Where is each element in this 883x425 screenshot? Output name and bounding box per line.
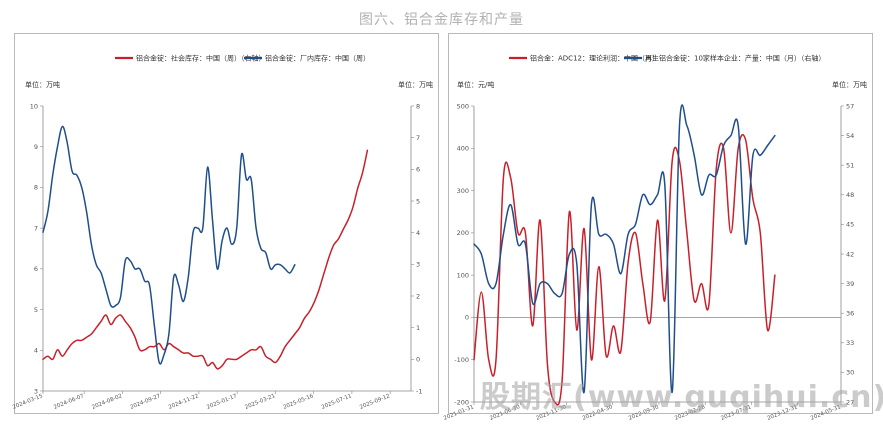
x-tick-label: 2025-05-16 (283, 393, 315, 411)
right-y-tick-label: 8 (416, 102, 420, 110)
right-y-tick-label: 39 (846, 280, 854, 288)
right-y-tick-label: 1 (416, 324, 420, 332)
x-tick-label: 2025-07-11 (321, 393, 353, 411)
x-tick-label: 2021-01-31 (443, 404, 475, 422)
right-axis-unit: 单位：万吨 (832, 80, 867, 89)
right-y-tick-label: 6 (416, 166, 420, 174)
left-y-tick-label: 3 (34, 387, 38, 395)
right-y-tick-label: 36 (846, 310, 854, 318)
left-y-tick-label: 5 (34, 306, 38, 314)
right-axis-unit: 单位：万吨 (398, 80, 433, 89)
legend-label-plant-inventory: 铝合金锭：厂内库存：中国（周） (265, 54, 370, 63)
x-tick-label: 2024-09-27 (130, 393, 162, 411)
right-y-tick-label: 2 (416, 292, 420, 300)
left-y-tick-label: 400 (457, 145, 469, 153)
watermark: 股期汇(www.guqihui.cn) (480, 380, 883, 415)
series-line-0-0 (42, 149, 369, 370)
right-y-tick-label: 51 (846, 162, 854, 170)
right-y-tick-label: 7 (416, 134, 420, 142)
chart-panel-left: 铝合金锭：社会库存：中国（周）（右轴） 铝合金锭：厂内库存：中国（周） 单位：万… (12, 33, 439, 414)
right-y-tick-label: 33 (846, 339, 854, 347)
legend: 铝合金：ADC12：理论利润：中国（月） 再生铝合金锭：10家样本企业：产量：中… (509, 54, 825, 63)
left-y-tick-label: 100 (457, 271, 469, 279)
right-y-tick-label: 3 (416, 261, 420, 269)
legend: 铝合金锭：社会库存：中国（周）（右轴） 铝合金锭：厂内库存：中国（周） (115, 54, 370, 63)
right-y-tick-label: 27 (846, 398, 854, 406)
x-tick-label: 2025-09-12 (359, 393, 391, 411)
right-y-tick-label: 5 (416, 197, 420, 205)
series-line-1-0 (473, 133, 776, 406)
left-y-tick-label: 10 (30, 102, 38, 110)
x-tick-label: 2025-01-17 (206, 393, 238, 411)
left-y-tick-label: 9 (34, 143, 38, 151)
left-axis-unit: 单位：元/吨 (457, 80, 494, 89)
left-axis-unit: 单位：万吨 (25, 80, 60, 89)
profit-production-chart: 铝合金：ADC12：理论利润：中国（月） 再生铝合金锭：10家样本企业：产量：中… (443, 54, 867, 422)
x-tick-label: 2024-03-15 (12, 393, 44, 411)
left-y-tick-label: 7 (34, 224, 38, 232)
series-line-0-1 (42, 125, 296, 365)
left-y-tick-label: 200 (457, 229, 469, 237)
left-y-tick-label: 6 (34, 265, 38, 273)
right-y-tick-label: 4 (416, 229, 420, 237)
legend-label-social-inventory: 铝合金锭：社会库存：中国（周）（右轴） (136, 54, 266, 63)
legend-label-adc12-profit: 铝合金：ADC12：理论利润：中国（月） (530, 54, 659, 63)
right-y-tick-label: 0 (416, 356, 420, 364)
chart-panel-right: 铝合金：ADC12：理论利润：中国（月） 再生铝合金锭：10家样本企业：产量：中… (443, 33, 873, 422)
left-y-tick-label: 8 (34, 184, 38, 192)
right-y-tick-label: 48 (846, 191, 854, 199)
x-tick-label: 2024-06-07 (53, 393, 85, 411)
left-y-tick-label: 500 (457, 102, 469, 110)
figure-title: 图六、铝合金库存和产量 (359, 12, 524, 28)
left-y-tick-label: 300 (457, 187, 469, 195)
x-tick-label: 2024-11-22 (168, 393, 200, 411)
right-y-tick-label: 54 (846, 132, 854, 140)
right-y-tick-label: -1 (416, 387, 422, 395)
x-tick-label: 2025-03-21 (244, 393, 276, 411)
x-tick-label: 2024-08-02 (91, 393, 123, 411)
right-y-tick-label: 42 (846, 250, 854, 258)
legend-label-recycled-output: 再生铝合金锭：10家样本企业：产量：中国（月）（右轴） (645, 54, 825, 63)
left-y-tick-label: 4 (34, 347, 38, 355)
inventory-chart: 铝合金锭：社会库存：中国（周）（右轴） 铝合金锭：厂内库存：中国（周） 单位：万… (12, 54, 433, 411)
left-y-tick-label: 0 (465, 314, 469, 322)
right-y-tick-label: 30 (846, 369, 854, 377)
left-y-tick-label: -100 (454, 356, 469, 364)
right-y-tick-label: 57 (846, 102, 854, 110)
left-y-tick-label: -200 (454, 398, 469, 406)
right-y-tick-label: 45 (846, 221, 854, 229)
series-line-1-1 (473, 104, 776, 394)
